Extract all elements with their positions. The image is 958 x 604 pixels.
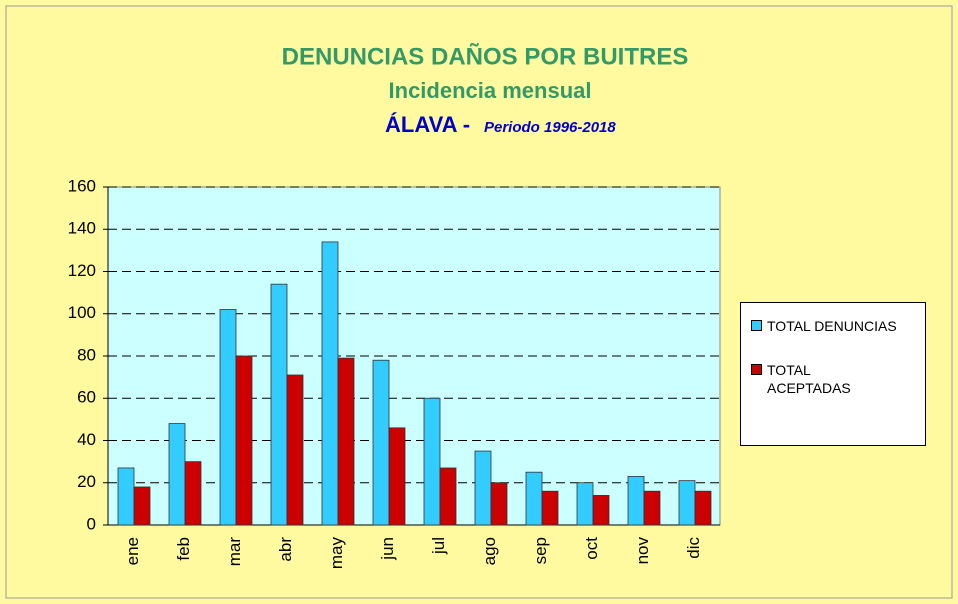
bar — [627, 476, 645, 526]
y-tick-label: 80 — [77, 345, 96, 364]
legend-swatch — [751, 364, 762, 375]
legend-swatch — [751, 320, 762, 331]
bar — [490, 482, 508, 526]
y-tick-label: 120 — [68, 261, 96, 280]
x-tick-label: may — [327, 537, 346, 570]
x-tick-label: jul — [429, 537, 448, 555]
x-tick-label: feb — [174, 537, 193, 561]
bar — [286, 374, 304, 526]
bar — [474, 450, 492, 526]
chart-period: Periodo 1996-2018 — [484, 119, 616, 136]
bar — [541, 490, 559, 526]
bar — [388, 427, 406, 526]
bar — [525, 471, 543, 526]
x-tick-label: jun — [378, 537, 397, 561]
x-tick-label: ago — [480, 537, 499, 565]
legend-item: TOTAL DENUNCIAS — [751, 317, 915, 335]
x-tick-label: sep — [531, 537, 550, 564]
bar — [694, 490, 712, 526]
x-tick-label: dic — [684, 537, 703, 559]
legend-label: TOTAL ACEPTADAS — [767, 362, 851, 396]
chart-title: DENUNCIAS DAÑOS POR BUITRES — [282, 42, 689, 70]
bar — [219, 309, 237, 526]
legend-item: TOTAL ACEPTADAS — [751, 361, 915, 397]
y-tick-label: 20 — [77, 472, 96, 491]
bar — [678, 480, 696, 526]
bar — [321, 241, 339, 526]
x-tick-label: nov — [633, 537, 652, 565]
bar — [337, 357, 355, 526]
chart-region: ÁLAVA - — [385, 112, 470, 137]
x-tick-label: ene — [123, 537, 142, 565]
y-tick-label: 0 — [87, 514, 96, 533]
bar — [117, 467, 135, 526]
bar — [643, 490, 661, 526]
chart-subtitle: Incidencia mensual — [389, 78, 592, 103]
y-tick-label: 60 — [77, 388, 96, 407]
bar — [133, 486, 151, 526]
bar — [592, 495, 610, 526]
y-tick-label: 140 — [68, 219, 96, 238]
bar — [168, 423, 186, 526]
bar — [270, 283, 288, 526]
bar — [439, 467, 457, 526]
y-tick-label: 100 — [68, 303, 96, 322]
bar — [235, 355, 253, 526]
legend: TOTAL DENUNCIAS TOTAL ACEPTADAS — [740, 302, 926, 446]
x-tick-label: oct — [582, 537, 601, 560]
bar — [184, 461, 202, 526]
bar — [423, 397, 441, 526]
x-tick-label: mar — [225, 537, 244, 567]
legend-label: TOTAL DENUNCIAS — [767, 318, 897, 334]
x-tick-label: abr — [276, 537, 295, 562]
y-tick-label: 160 — [68, 176, 96, 195]
bar — [372, 359, 390, 526]
bar — [576, 482, 594, 526]
y-tick-label: 40 — [77, 430, 96, 449]
